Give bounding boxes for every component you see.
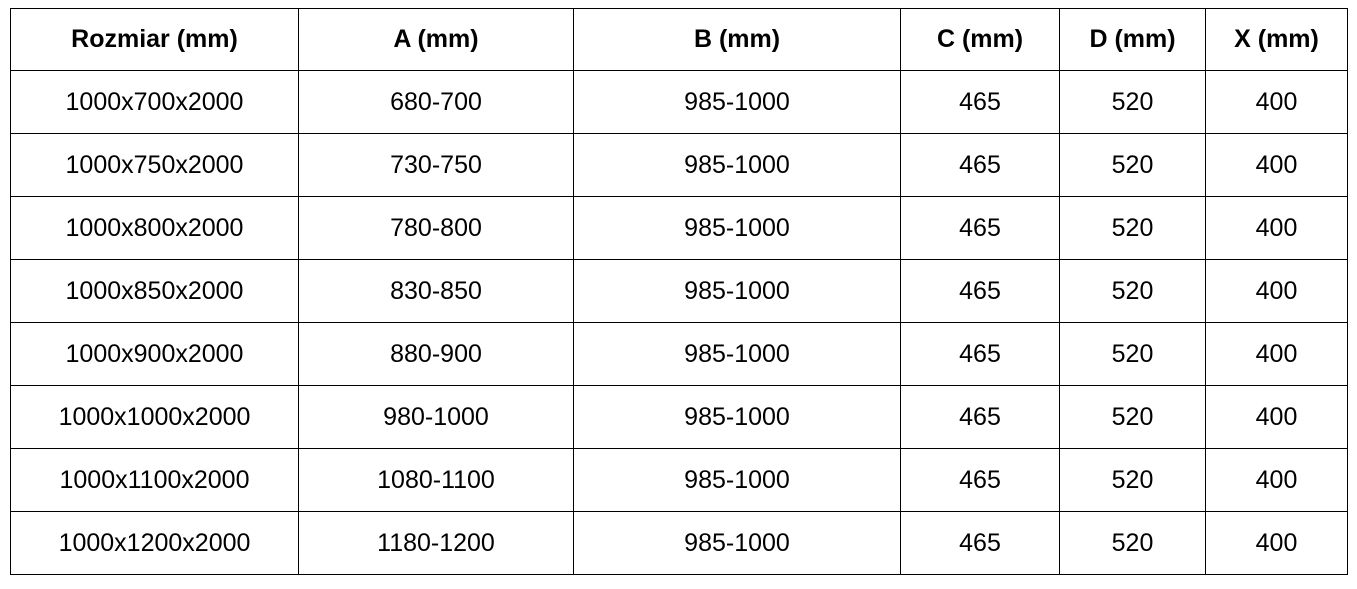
table-cell: 985-1000 [573, 448, 901, 512]
table-cell: 985-1000 [573, 385, 901, 449]
table-cell: 465 [900, 70, 1060, 134]
column-header: B (mm) [573, 8, 901, 71]
table-cell: 520 [1059, 70, 1206, 134]
table-cell: 465 [900, 322, 1060, 386]
table-cell: 1000x1000x2000 [10, 385, 299, 449]
table-cell: 520 [1059, 385, 1206, 449]
table-cell: 985-1000 [573, 511, 901, 575]
table-cell: 980-1000 [298, 385, 574, 449]
table-cell: 1000x1200x2000 [10, 511, 299, 575]
table-cell: 520 [1059, 196, 1206, 260]
table-cell: 780-800 [298, 196, 574, 260]
header-row: Rozmiar (mm) A (mm) B (mm) C (mm) D (mm) X (m… [10, 8, 1348, 71]
column-header: Rozmiar (mm) [10, 8, 299, 71]
table-cell: 465 [900, 448, 1060, 512]
table-cell: 1000x700x2000 [10, 70, 299, 134]
table-cell: 400 [1205, 259, 1348, 323]
table-row: 1000x750x2000 730-750 985-1000 465 520 400 [10, 133, 1348, 197]
table-row: 1000x1000x2000 980-1000 985-1000 465 520 400 [10, 385, 1348, 449]
table-cell: 985-1000 [573, 133, 901, 197]
table-row: 1000x800x2000 780-800 985-1000 465 520 400 [10, 196, 1348, 260]
table-cell: 1000x1100x2000 [10, 448, 299, 512]
table-cell: 985-1000 [573, 196, 901, 260]
column-header: D (mm) [1059, 8, 1206, 71]
table-cell: 400 [1205, 385, 1348, 449]
table-cell: 465 [900, 385, 1060, 449]
column-header: X (mm) [1205, 8, 1348, 71]
table-row: 1000x850x2000 830-850 985-1000 465 520 400 [10, 259, 1348, 323]
table-cell: 520 [1059, 448, 1206, 512]
table-cell: 400 [1205, 448, 1348, 512]
table-cell: 520 [1059, 133, 1206, 197]
table-cell: 1080-1100 [298, 448, 574, 512]
table-row: 1000x1100x2000 1080-1100 985-1000 465 520 400 [10, 448, 1348, 512]
table-cell: 1000x750x2000 [10, 133, 299, 197]
table-cell: 1000x800x2000 [10, 196, 299, 260]
table-cell: 1000x900x2000 [10, 322, 299, 386]
table-cell: 400 [1205, 196, 1348, 260]
table-cell: 465 [900, 259, 1060, 323]
table-cell: 400 [1205, 322, 1348, 386]
table-cell: 730-750 [298, 133, 574, 197]
table-row: 1000x700x2000 680-700 985-1000 465 520 400 [10, 70, 1348, 134]
table-cell: 465 [900, 511, 1060, 575]
column-header: A (mm) [298, 8, 574, 71]
table-cell: 985-1000 [573, 70, 901, 134]
table-cell: 985-1000 [573, 259, 901, 323]
table-cell: 400 [1205, 511, 1348, 575]
table-cell: 520 [1059, 511, 1206, 575]
table-cell: 465 [900, 196, 1060, 260]
table-cell: 985-1000 [573, 322, 901, 386]
table-cell: 520 [1059, 259, 1206, 323]
table-cell: 465 [900, 133, 1060, 197]
table-row: 1000x1200x2000 1180-1200 985-1000 465 520 400 [10, 511, 1348, 575]
table-cell: 680-700 [298, 70, 574, 134]
table-cell: 880-900 [298, 322, 574, 386]
table-cell: 400 [1205, 133, 1348, 197]
table-cell: 1000x850x2000 [10, 259, 299, 323]
table-row: 1000x900x2000 880-900 985-1000 465 520 400 [10, 322, 1348, 386]
table-cell: 1180-1200 [298, 511, 574, 575]
column-header: C (mm) [900, 8, 1060, 71]
table-cell: 830-850 [298, 259, 574, 323]
dimensions-table: Rozmiar (mm) A (mm) B (mm) C (mm) D (mm) X (m… [10, 8, 1348, 575]
table-cell: 520 [1059, 322, 1206, 386]
table-cell: 400 [1205, 70, 1348, 134]
